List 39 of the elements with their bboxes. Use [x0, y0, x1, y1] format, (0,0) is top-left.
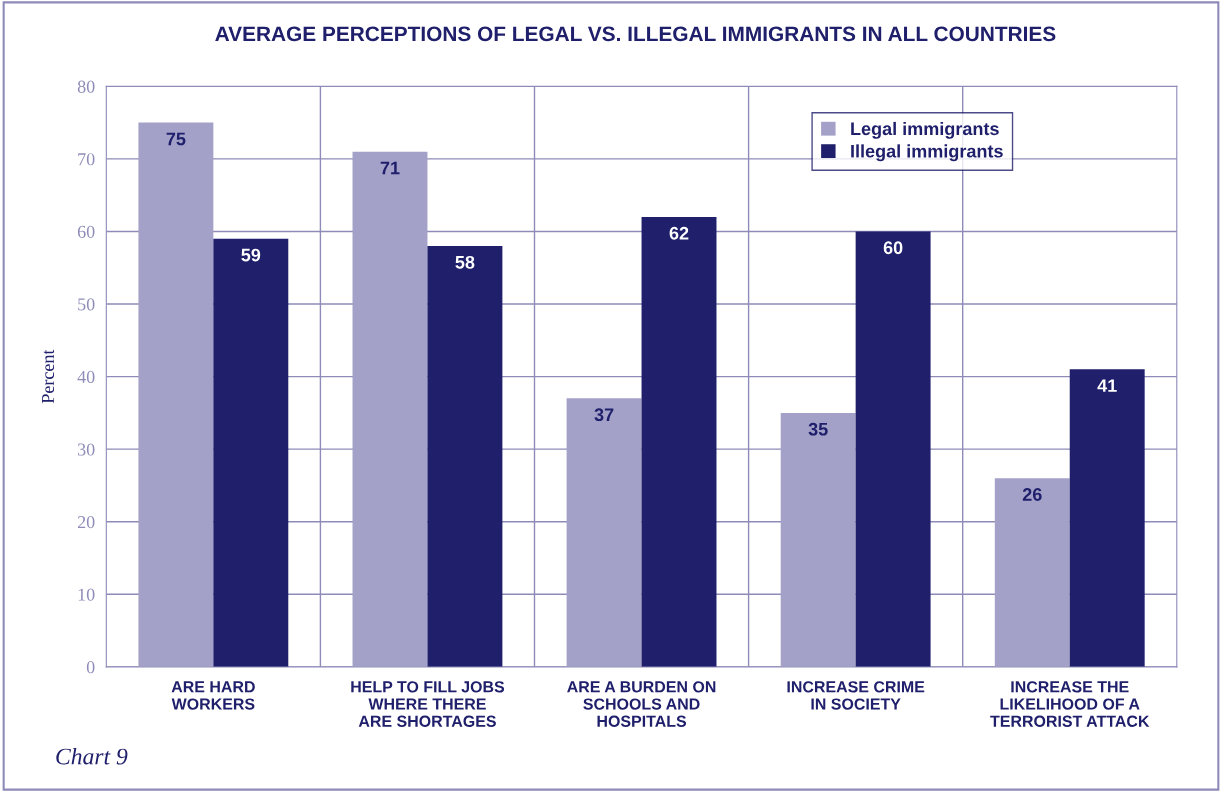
bar: [855, 231, 931, 667]
y-tick-label: 50: [78, 298, 95, 311]
x-tick-label: ARE HARD WORKERS: [171, 681, 255, 710]
bar: [994, 478, 1070, 667]
x-tick-label: INCREASE THE LIKELIHOOD OF A TERRORIST ATTACK: [990, 681, 1150, 727]
legend-label: Legal immigrants: [851, 121, 999, 139]
y-tick-label: 70: [78, 153, 95, 166]
bar: [780, 412, 856, 667]
y-tick-label: 10: [78, 588, 95, 601]
caption: Chart 9: [56, 747, 128, 765]
data-label: 26: [1022, 488, 1042, 501]
data-label: 62: [669, 226, 689, 240]
bar: [352, 151, 428, 667]
data-label: 35: [808, 422, 828, 436]
data-label: 60: [883, 241, 903, 255]
data-label: 75: [166, 132, 186, 146]
y-tick-label: 30: [78, 443, 95, 456]
bar: [641, 216, 717, 667]
data-label: 41: [1097, 379, 1117, 392]
y-tick-label: 80: [77, 80, 95, 93]
y-tick-label: 40: [77, 370, 95, 384]
x-tick-label: ARE A BURDEN ON SCHOOLS AND HOSPITALS: [567, 681, 716, 727]
data-label: 59: [241, 248, 261, 262]
bar: [138, 122, 214, 667]
x-tick-label: HELP TO FILL JOBS WHERE THERE ARE SHORTAGES: [351, 681, 505, 727]
legend-label: Illegal immigrants: [851, 144, 1003, 162]
y-tick-label: 0: [86, 661, 95, 674]
data-label: 58: [455, 255, 475, 269]
data-label: 37: [594, 408, 614, 422]
x-tick-label: INCREASE CRIME IN SOCIETY: [787, 681, 925, 710]
bar: [213, 238, 289, 667]
bar: [566, 398, 642, 667]
y-axis-title: Percent: [42, 349, 55, 404]
bar: [1069, 369, 1145, 667]
y-tick-label: 60: [77, 225, 95, 238]
chart-title: AVERAGE PERCEPTIONS OF LEGAL VS. ILLEGAL IMMIGRANTS IN ALL COUNTRIES: [215, 26, 1056, 42]
bar: [427, 245, 503, 667]
data-label: 71: [380, 161, 400, 175]
y-tick-label: 20: [77, 515, 95, 529]
